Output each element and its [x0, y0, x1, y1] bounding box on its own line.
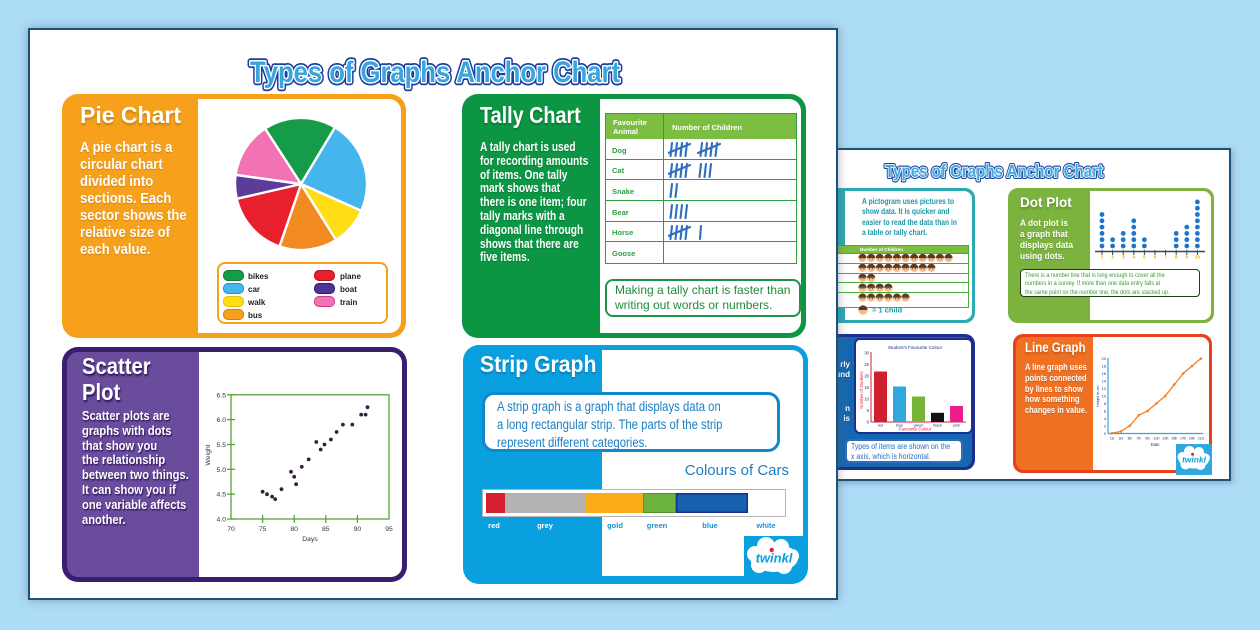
svg-text:4: 4	[1133, 255, 1136, 260]
svg-text:Types of Graphs Anchor Chart: Types of Graphs Anchor Chart	[885, 161, 1103, 181]
svg-text:green: green	[914, 424, 924, 428]
svg-text:80: 80	[290, 526, 298, 533]
svg-text:twinkl: twinkl	[1182, 455, 1207, 465]
svg-text:0: 0	[1104, 431, 1107, 436]
svg-text:Favourite Colour: Favourite Colour	[899, 427, 932, 432]
svg-text:red: red	[878, 424, 884, 428]
svg-text:3rd: 3rd	[1119, 437, 1124, 441]
svg-text:17th: 17th	[1180, 437, 1186, 441]
svg-text:8: 8	[1104, 401, 1106, 406]
svg-text:21st: 21st	[1198, 437, 1204, 441]
svg-text:Types of Graphs Anchor Chart: Types of Graphs Anchor Chart	[885, 161, 1103, 181]
svg-text:pink: pink	[953, 424, 960, 428]
svg-text:Days: Days	[302, 536, 318, 543]
svg-text:9th: 9th	[1145, 437, 1150, 441]
svg-text:90: 90	[354, 526, 362, 533]
svg-text:10: 10	[1195, 255, 1201, 260]
svg-text:18: 18	[1102, 364, 1106, 369]
svg-text:25: 25	[864, 362, 869, 367]
svg-text:Types of Graphs Anchor Chart: Types of Graphs Anchor Chart	[250, 56, 620, 89]
svg-text:8: 8	[1175, 255, 1178, 260]
svg-text:1st: 1st	[1110, 437, 1114, 441]
svg-text:Student's Favourite Colour: Student's Favourite Colour	[888, 345, 943, 350]
svg-text:4.5: 4.5	[217, 492, 227, 499]
svg-text:Types of Graphs Anchor Chart: Types of Graphs Anchor Chart	[885, 161, 1103, 181]
svg-text:12: 12	[1102, 386, 1106, 391]
svg-text:10: 10	[1102, 393, 1107, 398]
svg-text:5: 5	[1143, 255, 1146, 260]
svg-text:5: 5	[867, 408, 870, 413]
svg-text:Types of Graphs Anchor Chart: Types of Graphs Anchor Chart	[250, 56, 620, 89]
svg-text:2: 2	[1104, 423, 1106, 428]
svg-text:13th: 13th	[1162, 437, 1168, 441]
svg-text:6: 6	[1104, 408, 1106, 413]
svg-text:20: 20	[864, 374, 869, 379]
svg-text:0: 0	[867, 420, 870, 425]
svg-text:5th: 5th	[1128, 437, 1133, 441]
svg-text:4.0: 4.0	[217, 517, 227, 524]
svg-text:9: 9	[1186, 255, 1189, 260]
svg-text:10: 10	[864, 397, 869, 402]
svg-text:Height in cm: Height in cm	[1096, 385, 1100, 406]
svg-text:blue: blue	[896, 424, 903, 428]
svg-text:black: black	[933, 424, 942, 428]
svg-text:1: 1	[1101, 255, 1104, 260]
svg-text:Number of Students: Number of Students	[859, 371, 864, 408]
svg-text:Types of Graphs Anchor Chart: Types of Graphs Anchor Chart	[250, 56, 620, 89]
svg-text:6: 6	[1154, 255, 1157, 260]
svg-text:95: 95	[385, 526, 393, 533]
svg-text:6.5: 6.5	[217, 392, 227, 399]
svg-text:85: 85	[322, 526, 330, 533]
svg-text:11th: 11th	[1153, 437, 1159, 441]
svg-text:6.0: 6.0	[217, 417, 227, 424]
svg-text:2: 2	[1111, 255, 1114, 260]
svg-text:15th: 15th	[1171, 437, 1177, 441]
svg-text:Date: Date	[1151, 442, 1161, 447]
svg-text:3: 3	[1122, 255, 1125, 260]
svg-text:7: 7	[1164, 255, 1167, 260]
svg-text:Weight: Weight	[205, 444, 212, 465]
svg-text:16: 16	[1102, 371, 1106, 376]
svg-text:15: 15	[864, 385, 869, 390]
svg-text:30: 30	[864, 351, 869, 356]
svg-text:5.5: 5.5	[217, 442, 227, 449]
svg-text:70: 70	[227, 526, 235, 533]
svg-text:7th: 7th	[1136, 437, 1141, 441]
svg-text:= 1 child: = 1 child	[872, 306, 903, 315]
svg-text:75: 75	[259, 526, 267, 533]
svg-text:20: 20	[1102, 356, 1107, 361]
svg-text:twinkl: twinkl	[756, 551, 793, 566]
svg-text:5.0: 5.0	[217, 467, 227, 474]
svg-text:14: 14	[1102, 378, 1107, 383]
svg-text:19th: 19th	[1189, 437, 1195, 441]
svg-text:4: 4	[1104, 416, 1107, 421]
